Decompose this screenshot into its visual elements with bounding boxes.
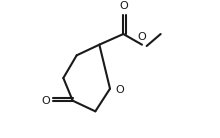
Text: O: O	[119, 1, 128, 11]
Text: O: O	[41, 96, 50, 106]
Text: O: O	[115, 85, 124, 95]
Text: O: O	[138, 32, 146, 42]
